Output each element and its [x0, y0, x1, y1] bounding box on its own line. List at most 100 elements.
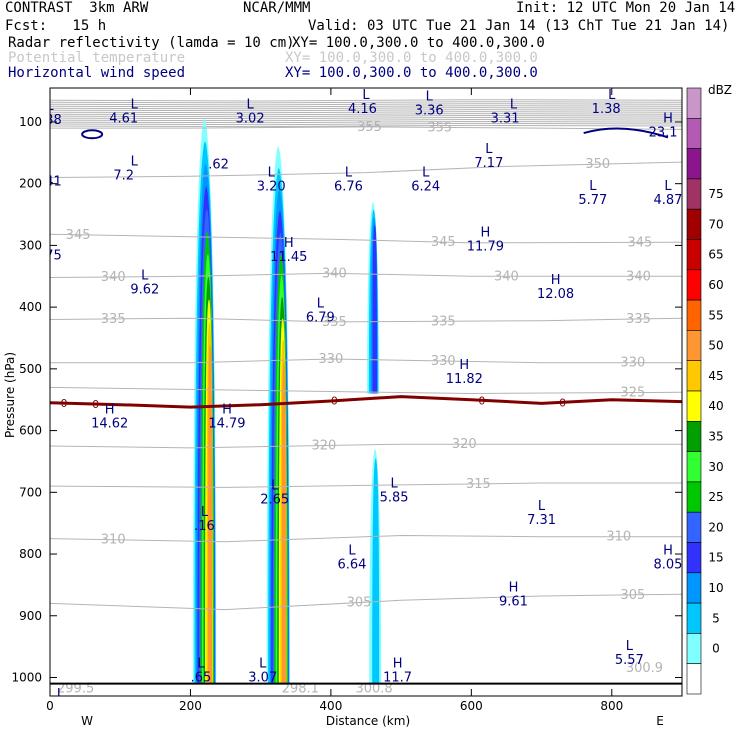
valid-time: Valid: 03 UTC Tue 21 Jan 14 (13 ChT Tue … — [308, 18, 730, 34]
wind-speed-label: 7.17 — [474, 156, 503, 171]
theta-stratosphere-line — [50, 101, 682, 104]
colorbar-swatch — [686, 118, 702, 149]
wind-speed-label: 14.79 — [208, 417, 245, 432]
wind-low-marker: L — [141, 269, 149, 284]
colorbar-swatch — [686, 420, 702, 452]
wind-speed-label: 7.31 — [527, 513, 556, 528]
freezing-level-label: 0 — [559, 396, 566, 409]
freezing-level-line — [50, 395, 682, 409]
colorbar-level-label: 75 — [708, 187, 723, 201]
wind-low-marker: L — [271, 479, 279, 494]
colorbar-swatch — [686, 602, 702, 634]
colorbar-swatch — [686, 511, 702, 543]
wind-speed-label: 4.16 — [348, 102, 377, 117]
wind-low-marker: L — [664, 179, 672, 194]
wind-speed-label: 6.76 — [334, 180, 363, 195]
wind-speed-label: .65 — [191, 670, 212, 685]
theta-contour-315 — [50, 482, 682, 488]
theta-contour-320 — [50, 443, 682, 449]
wind-speed-label: 8.05 — [653, 557, 682, 572]
colorbar-level-label: 5 — [712, 611, 720, 625]
wind-high-marker: H — [459, 358, 469, 373]
wind-low-marker: L — [268, 166, 276, 181]
wind-low-marker: L — [608, 88, 616, 103]
colorbar-unit: dBZ — [708, 83, 732, 97]
y-tick-label: 200 — [19, 177, 42, 191]
colorbar-level-label: 25 — [708, 490, 723, 504]
colorbar-swatch — [686, 572, 702, 604]
colorbar-swatch — [686, 87, 702, 119]
wind-speed-label: 6.79 — [306, 310, 335, 325]
theta-stratosphere-line — [50, 122, 682, 126]
colorbar-level-label: 20 — [708, 520, 723, 534]
theta-contour-340 — [50, 272, 682, 278]
y-tick-label: 400 — [19, 300, 42, 314]
freezing-level-label: 0 — [92, 398, 99, 411]
theta-stratosphere-line — [50, 99, 682, 102]
wind-low-marker: L — [422, 166, 430, 181]
center-title: NCAR/MMM — [243, 0, 311, 16]
wind-low-marker: L — [390, 477, 398, 492]
x-end-label-left: W — [81, 714, 93, 728]
field3-xy: XY= 100.0,300.0 to 400.0,300.0 — [285, 65, 538, 81]
x-axis-title: Distance (km) — [326, 714, 410, 728]
theta-contour-330 — [50, 358, 682, 364]
theta-label: 345 — [431, 235, 456, 250]
wind-speed-label: 6.24 — [411, 180, 440, 195]
wind-low-marker: L — [589, 179, 597, 194]
wind-speed-label: 1.38 — [592, 102, 621, 117]
wind-jet-contour-east — [583, 127, 669, 139]
surface-theta-label: 300.9 — [626, 661, 663, 676]
reflectivity-cell2-band — [281, 361, 286, 684]
colorbar-swatch — [686, 269, 702, 301]
colorbar-level-label: 40 — [708, 399, 723, 413]
wind-low-marker: L — [348, 543, 356, 558]
wind-speed-label: 38 — [45, 113, 62, 128]
theta-label: 310 — [606, 530, 631, 545]
theta-label: 335 — [101, 312, 126, 327]
wind-high-marker: H — [284, 236, 294, 251]
wind-low-marker: L — [46, 99, 54, 114]
wind-high-marker: H — [105, 403, 115, 418]
colorbar-swatch — [686, 330, 702, 361]
forecast-hour: Fcst: 15 h — [5, 18, 107, 34]
theta-label: 330 — [431, 354, 456, 369]
theta-label: 325 — [620, 386, 645, 401]
theta-label: 335 — [626, 312, 651, 327]
wind-high-marker: H — [480, 225, 490, 240]
theta-label: 305 — [347, 596, 372, 611]
theta-label: 345 — [627, 235, 652, 250]
reflectivity-cell1-band — [208, 344, 213, 684]
theta-label: 320 — [311, 439, 336, 454]
wind-low-marker: L — [538, 499, 546, 514]
theta-stratosphere-line — [50, 103, 682, 106]
wind-high-marker: H — [393, 656, 403, 671]
field3-name: Horizontal wind speed — [8, 65, 186, 81]
wind-low-marker: L — [317, 296, 325, 311]
theta-contour-350 — [50, 161, 682, 178]
field1-name: Radar reflectivity (lamda = 10 cm) — [8, 35, 295, 51]
colorbar-level-label: 65 — [708, 248, 723, 262]
wind-speed-label: 3.02 — [236, 112, 265, 127]
theta-label: 315 — [466, 477, 491, 492]
colorbar-swatch — [686, 451, 702, 483]
y-axis-title: Pressure (hPa) — [3, 352, 17, 438]
freezing-level-label: 0 — [478, 394, 485, 407]
wind-speed-label: 11.82 — [446, 372, 483, 387]
theta-label: 355 — [357, 120, 382, 135]
wind-low-marker: L — [510, 98, 518, 113]
wind-low-marker: L — [197, 656, 205, 671]
colorbar-level-label: 50 — [708, 339, 723, 353]
x-tick-label: 200 — [179, 699, 202, 713]
theta-label: 320 — [452, 437, 477, 452]
wind-speed-label: 4.61 — [109, 112, 138, 127]
theta-stratosphere-line — [50, 105, 682, 108]
theta-contour-305 — [50, 593, 682, 611]
wind-speed-label: 5.77 — [578, 193, 607, 208]
colorbar-level-label: 0 — [712, 642, 720, 656]
wind-speed-label: 12.08 — [537, 287, 574, 302]
colorbar-swatch — [686, 148, 702, 180]
colorbar-level-label: 35 — [708, 429, 723, 443]
wind-speed-label: 11.45 — [270, 250, 307, 265]
